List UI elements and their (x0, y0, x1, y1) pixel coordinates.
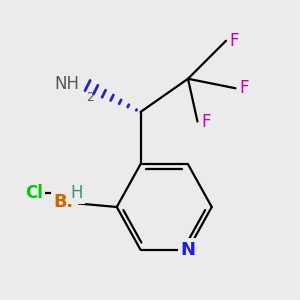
Text: NH: NH (55, 74, 80, 92)
Text: Cl: Cl (25, 184, 43, 202)
Text: F: F (230, 32, 239, 50)
Text: F: F (201, 112, 211, 130)
Text: H: H (70, 184, 82, 202)
Text: 2: 2 (86, 91, 94, 103)
Text: N: N (181, 241, 196, 259)
Text: F: F (239, 79, 249, 97)
Text: Br: Br (53, 193, 76, 211)
